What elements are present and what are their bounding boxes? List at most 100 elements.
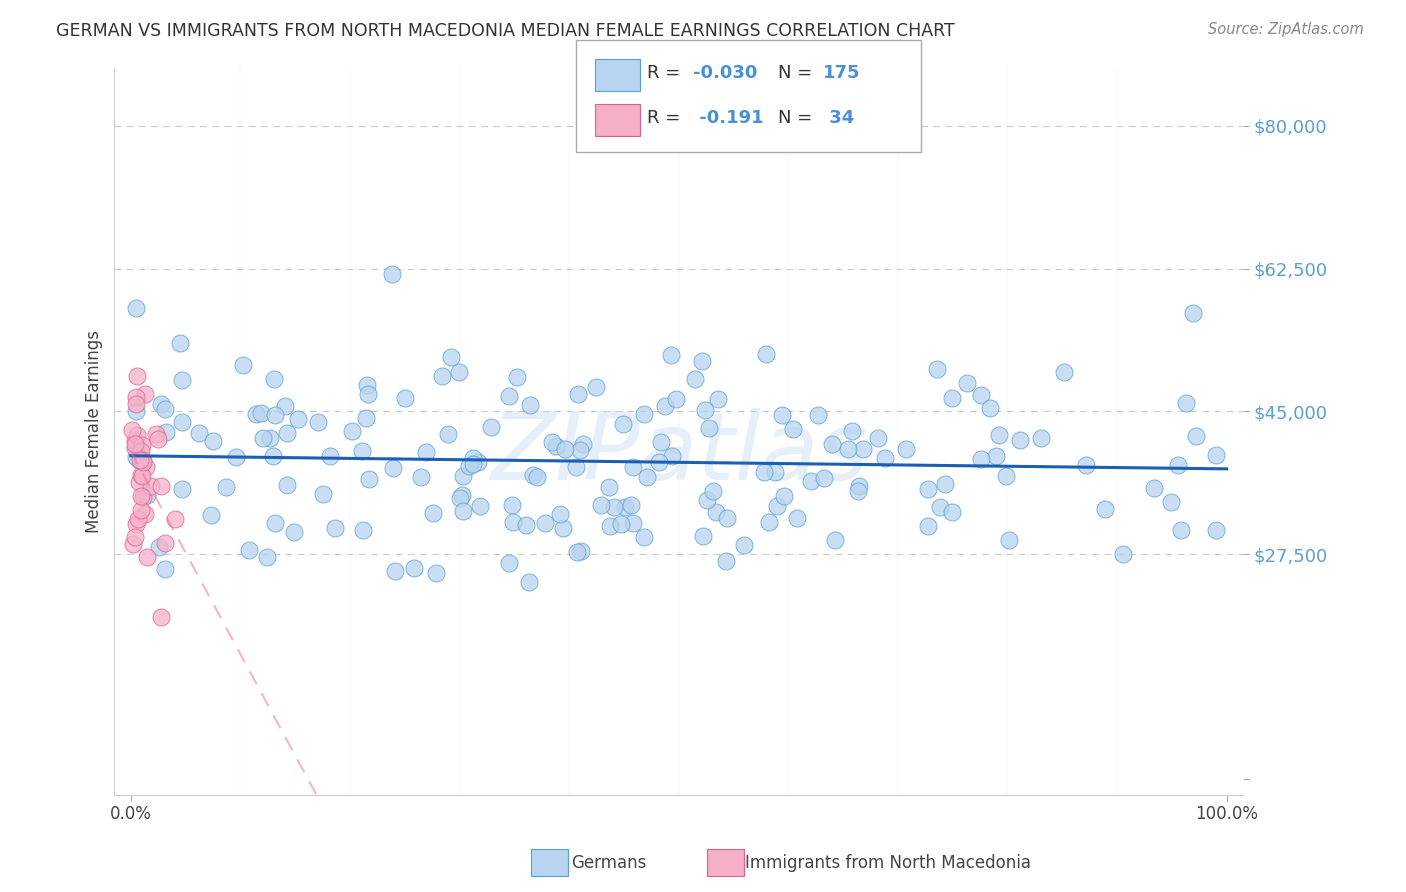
Point — [124, 437, 146, 451]
Point — [707, 392, 730, 407]
Point — [256, 549, 278, 564]
Point — [685, 372, 707, 386]
Point — [264, 408, 287, 422]
Y-axis label: Median Female Earnings: Median Female Earnings — [86, 330, 103, 533]
Point — [733, 538, 755, 552]
Point — [447, 366, 470, 380]
Point — [841, 424, 863, 438]
Point — [569, 442, 592, 457]
Point — [259, 430, 281, 444]
Point — [276, 478, 298, 492]
Point — [807, 409, 830, 423]
Point — [752, 466, 775, 480]
Point — [425, 566, 447, 581]
Point — [172, 415, 194, 429]
Point — [150, 610, 173, 624]
Point — [621, 459, 644, 474]
Point — [848, 479, 870, 493]
Point — [995, 468, 1018, 483]
Text: R =: R = — [647, 110, 686, 128]
Point — [381, 267, 404, 281]
Point — [526, 470, 548, 484]
Text: R =: R = — [647, 64, 686, 82]
Point — [352, 523, 374, 537]
Point — [384, 565, 406, 579]
Point — [979, 401, 1001, 415]
Point — [136, 549, 159, 564]
Point — [633, 407, 655, 421]
Point — [287, 411, 309, 425]
Point — [451, 488, 474, 502]
Point — [131, 469, 153, 483]
Point — [252, 431, 274, 445]
Point — [696, 493, 718, 508]
Point — [716, 510, 738, 524]
Point — [1031, 431, 1053, 445]
Point — [125, 301, 148, 316]
Point — [146, 432, 169, 446]
Point — [150, 479, 173, 493]
Point — [1205, 523, 1227, 537]
Point — [758, 516, 780, 530]
Point — [569, 544, 592, 558]
Point — [125, 516, 148, 531]
Point — [128, 475, 150, 490]
Point — [813, 471, 835, 485]
Point — [153, 536, 176, 550]
Point — [200, 508, 222, 522]
Point — [170, 482, 193, 496]
Point — [409, 470, 432, 484]
Point — [430, 369, 453, 384]
Point — [479, 420, 502, 434]
Point — [145, 426, 167, 441]
Point — [540, 434, 562, 449]
Point — [987, 428, 1010, 442]
Point — [697, 421, 720, 435]
Point — [238, 543, 260, 558]
Point — [458, 459, 481, 474]
Point — [127, 369, 149, 384]
Text: GERMAN VS IMMIGRANTS FROM NORTH MACEDONIA MEDIAN FEMALE EARNINGS CORRELATION CHA: GERMAN VS IMMIGRANTS FROM NORTH MACEDONI… — [56, 22, 955, 40]
Point — [873, 450, 896, 465]
Point — [141, 479, 163, 493]
Point — [250, 406, 273, 420]
Point — [274, 399, 297, 413]
Point — [1008, 433, 1031, 447]
Point — [124, 530, 146, 544]
Point — [554, 442, 576, 457]
Point — [650, 435, 672, 450]
Point — [394, 392, 416, 406]
Point — [692, 529, 714, 543]
Point — [319, 449, 342, 463]
Point — [124, 434, 146, 448]
Point — [648, 454, 671, 468]
Point — [1167, 458, 1189, 472]
Point — [129, 444, 152, 458]
Point — [894, 442, 917, 457]
Point — [984, 450, 1007, 464]
Text: 175: 175 — [823, 64, 860, 82]
Point — [422, 506, 444, 520]
Point — [124, 442, 146, 456]
Point — [132, 491, 155, 505]
Point — [941, 392, 963, 406]
Point — [786, 511, 808, 525]
Point — [636, 469, 658, 483]
Point — [661, 449, 683, 463]
Point — [941, 505, 963, 519]
Point — [125, 390, 148, 404]
Point — [925, 362, 948, 376]
Point — [352, 444, 374, 458]
Text: Immigrants from North Macedonia: Immigrants from North Macedonia — [745, 855, 1031, 872]
Point — [125, 397, 148, 411]
Point — [451, 504, 474, 518]
Point — [517, 575, 540, 590]
Point — [129, 489, 152, 503]
Point — [693, 403, 716, 417]
Point — [437, 426, 460, 441]
Point — [163, 512, 186, 526]
Point — [148, 540, 170, 554]
Point — [232, 358, 254, 372]
Point — [837, 442, 859, 456]
Point — [824, 533, 846, 548]
